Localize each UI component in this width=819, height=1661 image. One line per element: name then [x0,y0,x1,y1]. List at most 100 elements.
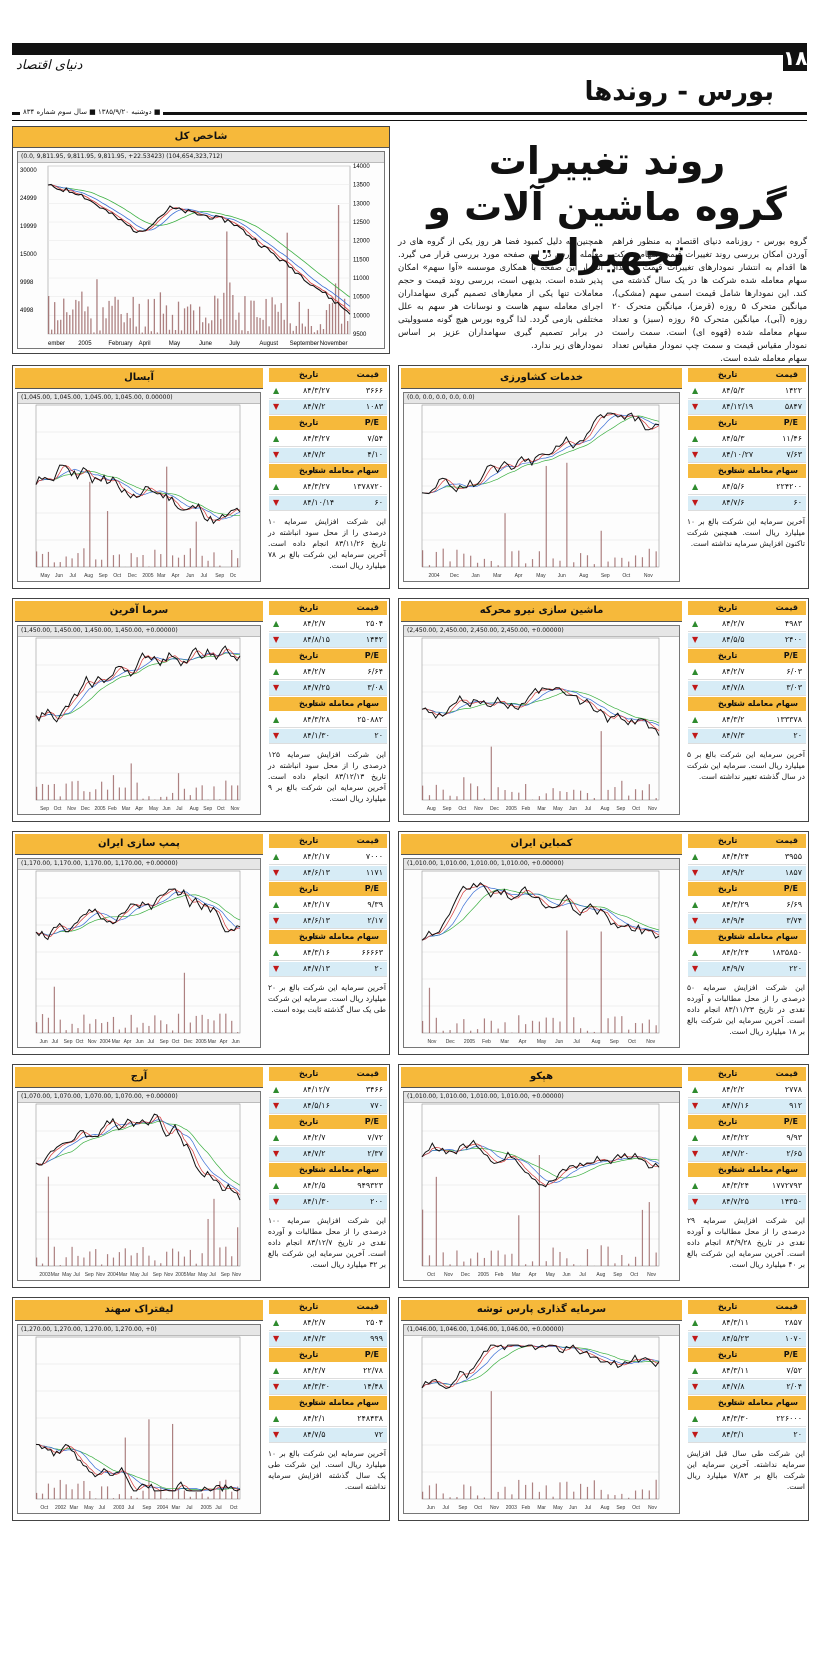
triangle-up-icon: ▲ [692,948,699,957]
x-tick-label: Jul [443,1505,449,1511]
stock-panel: قیمت تاریخ ۱۴۲۲ ۸۴/۵/۳ ▲ ۵۸۴۷ ۸۴/۱۲/۱۹ ▼ P/E تاری… [398,365,809,589]
triangle-up-icon: ▲ [273,1318,280,1327]
volume-bar [456,549,458,567]
x-tick-label: August [259,341,278,347]
triangle-up-icon: ▲ [692,667,699,676]
triangle-down-icon: ▼ [692,731,699,740]
volume-bar [470,1258,472,1266]
volume-bar [621,1255,623,1266]
x-tick-label: 2005 [196,1039,207,1045]
x-tick-label: Oct [40,1505,48,1511]
stats-header-value: قیمت [356,603,379,612]
volume-bar [148,1025,150,1033]
volume-bar [63,298,65,334]
stats-header-date: تاریخ [299,1117,319,1126]
x-tick-label: Apr [519,1039,527,1045]
triangle-down-icon: ▼ [692,683,699,692]
stats-value: ۲۲/۷۸ [363,1366,383,1375]
x-tick-label: Nov [474,806,483,812]
right-tick-label: 13500 [353,183,370,189]
panel-title: خدمات کشاورزی [401,368,682,389]
x-tick-label: Jun [40,1039,48,1045]
volume-bar [117,299,119,334]
volume-bar [634,1256,637,1266]
stats-value: ۱۷۷۲۷۹۳ [771,1181,802,1190]
volume-bar [114,296,116,334]
x-tick-label: 2004 [107,1272,118,1278]
stats-row: ۶/۰۳ ۸۴/۲/۷ ▲ [688,665,806,680]
volume-bar [189,795,191,800]
volume-bar [47,551,50,567]
volume-bar [511,551,513,567]
volume-bar [280,303,282,334]
x-tick-label: May [149,806,159,812]
volume-bar [231,1020,233,1033]
x-tick-label: Jul [585,806,591,812]
x-tick-label: Dec [490,806,499,812]
volume-bar [177,1251,180,1266]
volume-bar [490,560,492,567]
stats-date: ۸۴/۲/۷ [303,619,326,628]
x-tick-label: Oct [632,1505,640,1511]
volume-bar [124,1248,126,1266]
x-tick-label: September [290,341,319,347]
volume-bar [166,1251,168,1266]
volume-bar [231,785,233,800]
x-tick-label: Sep [221,1272,230,1278]
x-tick-label: Mar [51,1272,60,1278]
x-tick-label: Sep [203,806,212,812]
stats-row: ۶۰ ۸۴/۱۰/۱۴ ▼ [269,496,387,511]
volume-bar [219,799,221,800]
volume-bar [36,1492,38,1499]
x-tick-label: Jul [573,1039,579,1045]
stats-table: قیمت تاریخ ۳۶۶۶ ۸۴/۳/۲۷ ▲ ۱۰۸۳ ۸۴/۷/۲ ▼ P/E تاریخ… [269,368,387,518]
stats-value: ۹/۳۹ [367,900,383,909]
volume-bar [628,795,630,800]
volume-bar [566,930,568,1033]
volume-bar [580,1483,582,1499]
stats-date: ۸۴/۵/۵ [722,635,745,644]
x-tick-label: 2004 [100,1039,111,1045]
stats-value: ۱۰۸۳ [365,402,383,411]
stats-header-value: سهام معامله شده [727,699,798,708]
stats-header-date: تاریخ [299,1398,319,1407]
triangle-up-icon: ▲ [692,619,699,628]
volume-bar [71,558,73,567]
volume-bar [497,787,499,800]
volume-bar [274,304,276,334]
x-tick-label: Jun [427,1505,435,1511]
volume-bar [253,300,255,334]
stats-header-value: قیمت [356,1302,379,1311]
volume-bar [422,785,424,800]
volume-bar [545,465,547,567]
x-tick-label: Aug [592,1039,601,1045]
volume-bar [476,1029,479,1033]
volume-bar [118,1494,120,1499]
x-tick-label: Sep [142,1505,151,1511]
volume-bar [237,1032,239,1033]
x-tick-label: Sep [616,1505,625,1511]
x-tick-label: Nov [88,1039,97,1045]
index-chart: (0.0, 9,811.95, 9,811.95, 9,811.95, +22.… [17,151,385,349]
volume-bar [346,321,349,334]
triangle-down-icon: ▼ [692,868,699,877]
stats-row: ۱۴/۴۸ ۸۴/۳/۳۰ ▼ [269,1380,387,1395]
x-tick-label: Oct [458,806,466,812]
price-line [35,464,241,525]
triangle-up-icon: ▲ [273,619,280,628]
ma20-line [35,891,241,936]
volume-bar [53,562,55,567]
stats-header-date: تاریخ [718,1302,738,1311]
panel-title: سرمایه گذاری پارس توشه [401,1300,682,1321]
volume-bar [65,1257,67,1266]
volume-bar [292,330,294,334]
price-line [421,1344,660,1389]
volume-bar [172,555,174,567]
stats-value: ۹۹۹ [370,1334,383,1343]
volume-bar [566,1258,568,1266]
chart-legend: (1,045.00, 1,045.00, 1,045.00, 1,045.00,… [18,393,260,404]
x-tick-label: May [169,341,180,347]
x-tick-label: Sep [601,573,610,579]
volume-bar [559,560,561,567]
price-line [421,882,660,941]
